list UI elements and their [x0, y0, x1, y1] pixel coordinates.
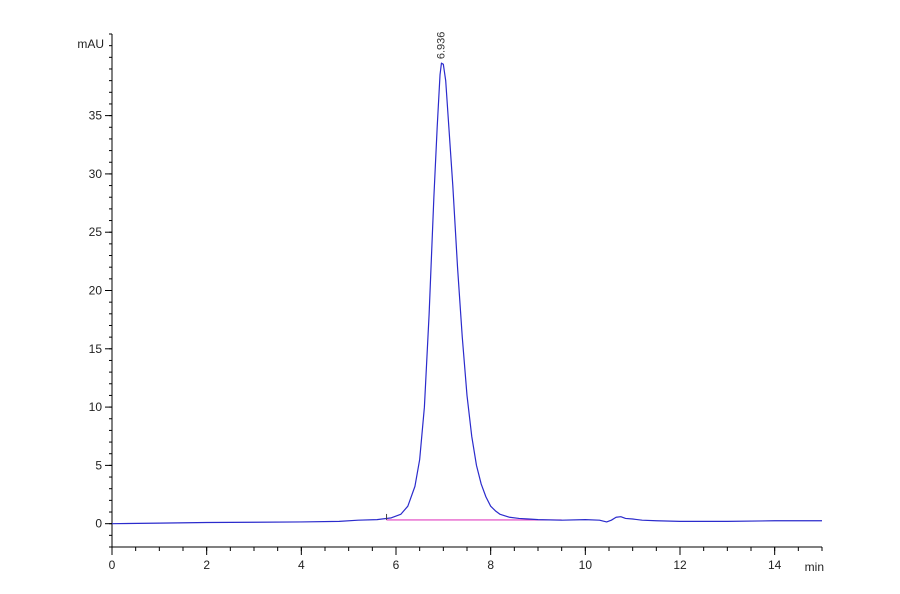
x-tick-label: 12 [673, 558, 687, 572]
y-tick-label: 10 [89, 400, 103, 414]
y-tick-label: 20 [89, 284, 103, 298]
y-tick-label: 25 [89, 225, 103, 239]
y-tick-label: 35 [89, 109, 103, 123]
x-tick-label: 10 [579, 558, 593, 572]
x-tick-label: 4 [298, 558, 305, 572]
y-tick-label: 0 [95, 517, 102, 531]
x-axis-unit-label: min [805, 560, 824, 574]
y-axis-unit-label: mAU [77, 37, 104, 51]
x-tick-label: 8 [487, 558, 494, 572]
y-tick-label: 30 [89, 167, 103, 181]
annotation-group: 6.936 [435, 32, 447, 60]
chromatogram-trace [111, 62, 822, 525]
y-tick-label: 15 [89, 342, 103, 356]
x-tick-label: 6 [393, 558, 400, 572]
x-tick-label: 14 [768, 558, 782, 572]
x-axis: 0 2 4 6 8 10 12 14 [109, 546, 823, 572]
y-tick-label: 5 [95, 458, 102, 472]
x-tick-label: 0 [109, 558, 116, 572]
peak-retention-label: 6.936 [435, 32, 447, 60]
y-axis: 0 5 10 15 20 25 30 35 [89, 33, 113, 548]
series-group [111, 62, 822, 525]
x-tick-label: 2 [203, 558, 210, 572]
